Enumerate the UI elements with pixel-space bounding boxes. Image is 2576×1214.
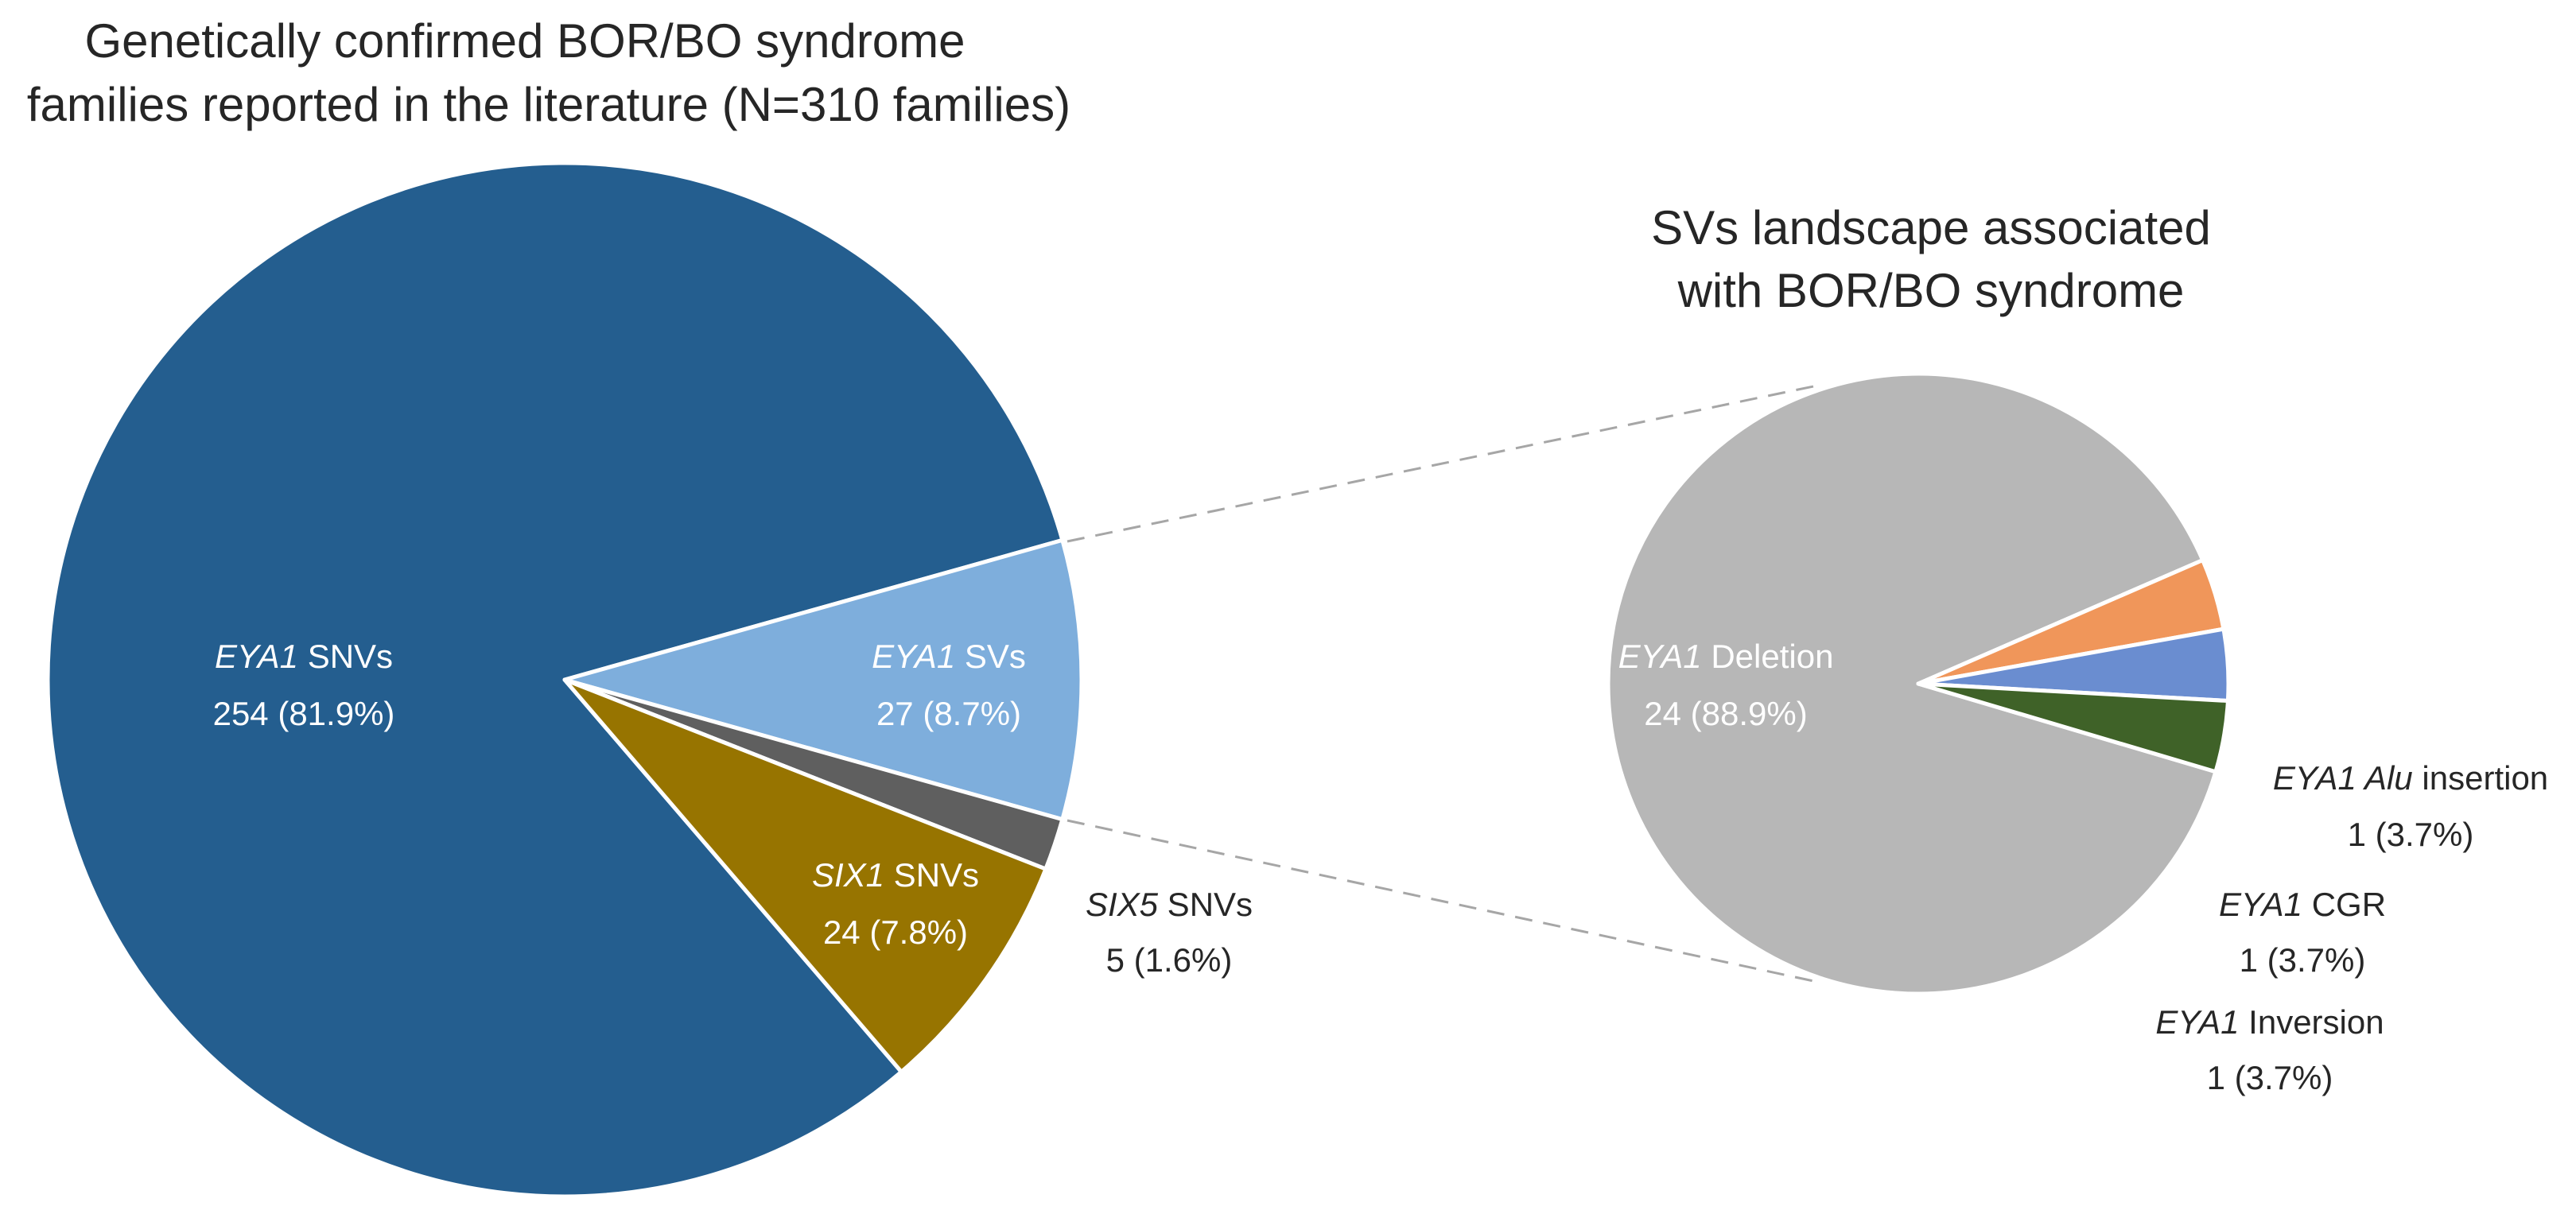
main-slice-eya1-svs bbox=[562, 537, 1084, 822]
main-pie-title-line-1: Genetically confirmed BOR/BO syndrome bbox=[84, 14, 965, 68]
label-six1-snvs-name: SIX1 SNVs bbox=[812, 856, 979, 894]
sv-slice-eya1-deletion bbox=[1606, 371, 2218, 996]
label-eya1-snvs: EYA1 SNVs 254 (81.9%) bbox=[213, 638, 395, 732]
label-eya1-snvs-name: EYA1 SNVs bbox=[215, 638, 393, 675]
main-pie bbox=[45, 161, 1084, 1199]
sv-pie bbox=[1606, 371, 2231, 996]
connector-line-top bbox=[1067, 384, 1818, 543]
sv-slice-eya1-alu-insertion bbox=[1916, 681, 2230, 774]
label-eya1-cgr-value: 1 (3.7%) bbox=[2240, 941, 2366, 979]
label-eya1-snvs-value: 254 (81.9%) bbox=[213, 695, 395, 732]
label-eya1-cgr-name: EYA1 CGR bbox=[2219, 886, 2386, 923]
label-eya1-svs-value: 27 (8.7%) bbox=[876, 695, 1021, 732]
label-eya1-cgr: EYA1 CGR 1 (3.7%) bbox=[2219, 886, 2386, 979]
label-eya1-inversion-name: EYA1 Inversion bbox=[2155, 1003, 2384, 1041]
label-eya1-deletion-value: 24 (88.9%) bbox=[1644, 695, 1807, 732]
label-eya1-alu-insertion: EYA1 Alu insertion 1 (3.7%) bbox=[2273, 759, 2548, 853]
label-eya1-inversion-value: 1 (3.7%) bbox=[2207, 1059, 2333, 1096]
label-eya1-svs-name: EYA1 SVs bbox=[872, 638, 1026, 675]
label-eya1-deletion-name: EYA1 Deletion bbox=[1618, 638, 1834, 675]
label-six1-snvs-value: 24 (7.8%) bbox=[823, 913, 968, 951]
label-six5-snvs-name: SIX5 SNVs bbox=[1086, 886, 1253, 923]
sv-pie-title-line-1: SVs landscape associated bbox=[1651, 201, 2211, 254]
sv-pie-title-line-2: with BOR/BO syndrome bbox=[1677, 264, 2185, 317]
label-eya1-alu-insertion-value: 1 (3.7%) bbox=[2348, 816, 2474, 853]
main-slice-eya1-snvs bbox=[45, 161, 1065, 1199]
label-eya1-inversion: EYA1 Inversion 1 (3.7%) bbox=[2155, 1003, 2384, 1096]
label-six1-snvs: SIX1 SNVs 24 (7.8%) bbox=[812, 856, 979, 951]
label-six5-snvs-value: 5 (1.6%) bbox=[1106, 941, 1233, 979]
label-eya1-deletion: EYA1 Deletion 24 (88.9%) bbox=[1618, 638, 1834, 732]
main-pie-title-line-2: families reported in the literature (N=3… bbox=[27, 78, 1070, 131]
connector-line-bottom bbox=[1067, 819, 1818, 983]
label-eya1-svs: EYA1 SVs 27 (8.7%) bbox=[872, 638, 1026, 732]
main-slice-six1-snvs bbox=[562, 677, 1048, 1074]
label-eya1-alu-insertion-name: EYA1 Alu insertion bbox=[2273, 759, 2548, 797]
label-six5-snvs: SIX5 SNVs 5 (1.6%) bbox=[1086, 886, 1253, 979]
